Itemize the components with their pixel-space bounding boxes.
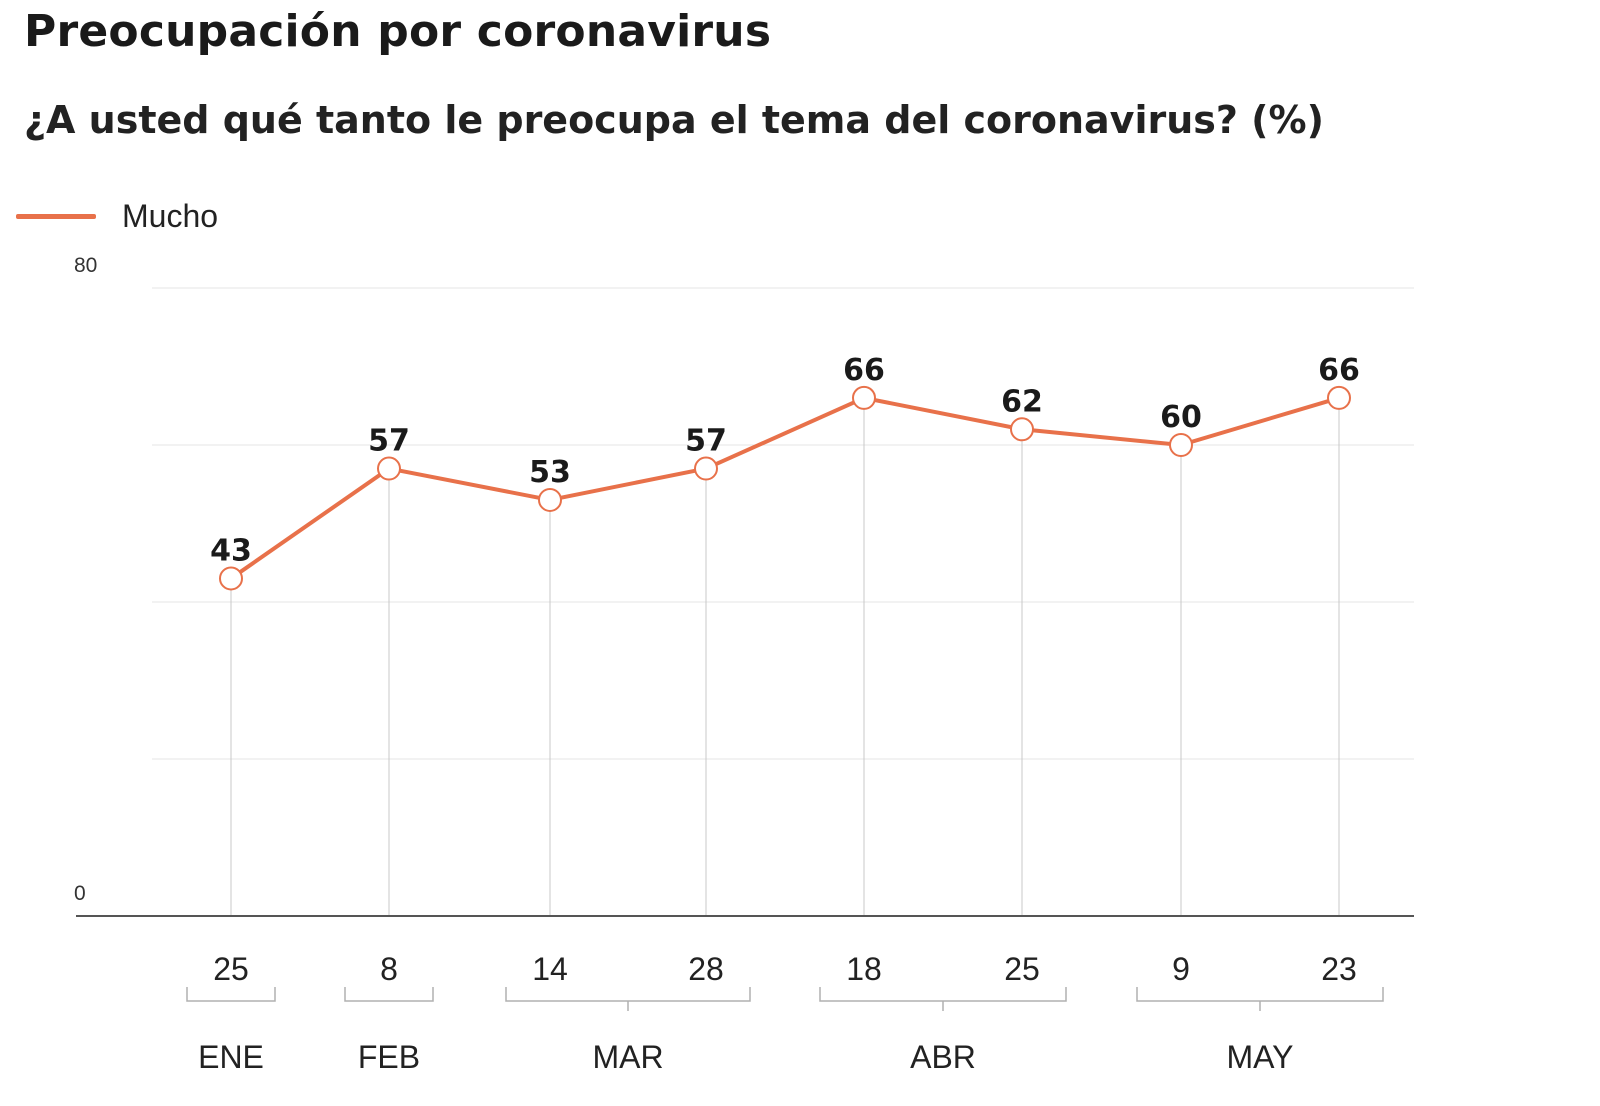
legend-swatch-mucho [16,213,96,219]
chart-title: Preocupación por coronavirus [24,6,772,57]
data-point [1169,433,1193,457]
data-point [538,487,562,512]
data-label: 43 [210,533,252,568]
x-month-label: ENE [198,1039,264,1075]
x-month-label: ABR [910,1039,976,1075]
month-bracket [186,987,276,1002]
x-month-label: MAR [592,1039,663,1075]
x-day-label: 8 [380,951,398,987]
month-bracket [344,987,434,1002]
x-day-label: 25 [1004,951,1040,987]
data-label: 57 [368,424,410,459]
data-label: 53 [529,455,571,490]
data-point [1010,417,1034,442]
data-label: 66 [843,353,885,388]
month-bracket [505,987,751,1002]
x-day-label: 9 [1172,951,1190,987]
x-day-label: 23 [1321,951,1357,987]
x-day-label: 14 [532,951,568,987]
x-month-label: FEB [358,1039,420,1075]
data-point [694,456,718,481]
data-point [852,385,876,410]
y-tick-label: 80 [74,254,97,277]
x-month-label: MAY [1227,1039,1294,1075]
data-label: 62 [1001,384,1043,419]
data-label: 57 [685,424,727,459]
y-tick-label: 0 [74,882,86,905]
data-label: 66 [1318,353,1360,388]
data-point [1327,385,1351,410]
data-point [219,566,243,591]
x-day-label: 18 [846,951,882,987]
legend-label-mucho: Mucho [122,197,219,234]
month-bracket [819,987,1067,1002]
month-bracket [1136,987,1384,1002]
x-day-label: 25 [213,951,249,987]
legend: Mucho [16,196,218,236]
x-day-label: 28 [688,951,724,987]
series-line-mucho [229,395,1340,581]
data-point [377,456,401,481]
chart-subtitle: ¿A usted qué tanto le preocupa el tema d… [24,98,1324,142]
data-label: 60 [1160,400,1202,435]
